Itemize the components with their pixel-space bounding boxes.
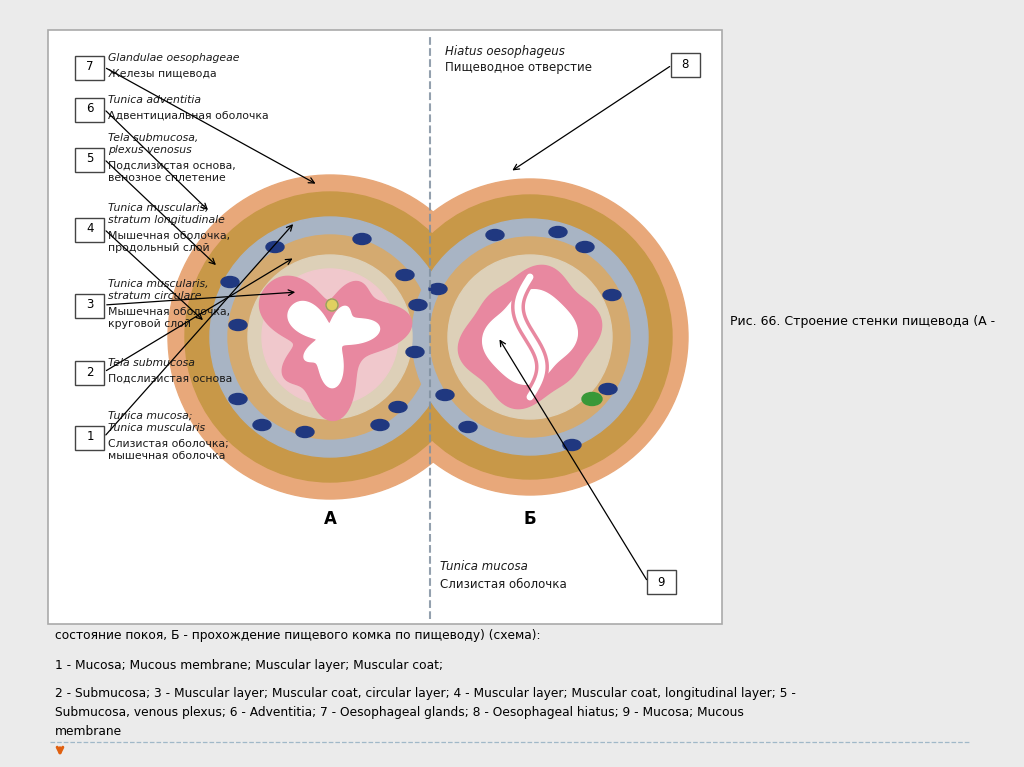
Polygon shape bbox=[459, 265, 602, 409]
FancyBboxPatch shape bbox=[75, 426, 103, 449]
Text: Подслизистая основа,
венозное сплетение: Подслизистая основа, венозное сплетение bbox=[108, 161, 236, 183]
FancyBboxPatch shape bbox=[671, 52, 699, 77]
Circle shape bbox=[185, 192, 475, 482]
Circle shape bbox=[430, 237, 630, 437]
FancyBboxPatch shape bbox=[75, 360, 103, 384]
Text: 1 - Mucosa; Mucous membrane; Muscular layer; Muscular coat;: 1 - Mucosa; Mucous membrane; Muscular la… bbox=[55, 659, 443, 672]
Circle shape bbox=[262, 269, 398, 405]
FancyBboxPatch shape bbox=[75, 97, 103, 121]
Ellipse shape bbox=[599, 384, 617, 394]
Circle shape bbox=[228, 235, 432, 439]
Text: Glandulae oesophageae: Glandulae oesophageae bbox=[108, 53, 240, 63]
Text: Tela submucosa: Tela submucosa bbox=[108, 358, 195, 368]
Ellipse shape bbox=[389, 401, 407, 413]
Text: 2: 2 bbox=[86, 366, 94, 378]
Circle shape bbox=[168, 175, 492, 499]
FancyBboxPatch shape bbox=[48, 30, 722, 624]
Text: Адвентициальная оболочка: Адвентициальная оболочка bbox=[108, 111, 268, 121]
Ellipse shape bbox=[429, 284, 447, 295]
FancyBboxPatch shape bbox=[75, 218, 103, 242]
Circle shape bbox=[210, 217, 450, 457]
Ellipse shape bbox=[371, 420, 389, 430]
Ellipse shape bbox=[229, 320, 247, 331]
Ellipse shape bbox=[549, 226, 567, 238]
Ellipse shape bbox=[409, 299, 427, 311]
Ellipse shape bbox=[221, 276, 239, 288]
Ellipse shape bbox=[563, 439, 581, 450]
Ellipse shape bbox=[266, 242, 284, 252]
Text: 4: 4 bbox=[86, 222, 94, 235]
Ellipse shape bbox=[603, 289, 621, 301]
Circle shape bbox=[372, 179, 688, 495]
FancyBboxPatch shape bbox=[75, 294, 103, 318]
Text: 8: 8 bbox=[681, 58, 689, 71]
Text: 2 - Submucosa; 3 - Muscular layer; Muscular coat, circular layer; 4 - Muscular l: 2 - Submucosa; 3 - Muscular layer; Muscu… bbox=[55, 687, 796, 738]
Polygon shape bbox=[482, 290, 578, 384]
Text: Мышечная оболочка,
продольный слой: Мышечная оболочка, продольный слой bbox=[108, 231, 230, 253]
Ellipse shape bbox=[229, 393, 247, 404]
Polygon shape bbox=[288, 301, 380, 387]
Text: Подслизистая основа: Подслизистая основа bbox=[108, 374, 232, 384]
Text: Слизистая оболочка;
мышечная оболочка: Слизистая оболочка; мышечная оболочка bbox=[108, 439, 228, 461]
Text: Tela submucosa,
plexus venosus: Tela submucosa, plexus venosus bbox=[108, 133, 199, 155]
FancyBboxPatch shape bbox=[75, 147, 103, 172]
Ellipse shape bbox=[459, 422, 477, 433]
Text: состояние покоя, Б - прохождение пищевого комка по пищеводу) (схема):: состояние покоя, Б - прохождение пищевог… bbox=[55, 629, 541, 642]
Text: Пищеводное отверстие: Пищеводное отверстие bbox=[445, 61, 592, 74]
Circle shape bbox=[326, 299, 338, 311]
Ellipse shape bbox=[486, 229, 504, 241]
Ellipse shape bbox=[396, 269, 414, 281]
Text: Hiatus oesophageus: Hiatus oesophageus bbox=[445, 45, 565, 58]
FancyBboxPatch shape bbox=[75, 55, 103, 80]
Ellipse shape bbox=[406, 347, 424, 357]
Text: 7: 7 bbox=[86, 61, 94, 74]
Ellipse shape bbox=[353, 233, 371, 245]
Circle shape bbox=[388, 195, 672, 479]
Text: Tunica mucosa: Tunica mucosa bbox=[440, 561, 528, 574]
Text: Б: Б bbox=[523, 510, 537, 528]
Circle shape bbox=[412, 219, 648, 455]
FancyBboxPatch shape bbox=[646, 570, 676, 594]
Ellipse shape bbox=[575, 242, 594, 252]
Ellipse shape bbox=[582, 393, 602, 406]
Text: Tunica adventitia: Tunica adventitia bbox=[108, 95, 201, 105]
Polygon shape bbox=[259, 276, 412, 420]
Text: 5: 5 bbox=[86, 153, 93, 166]
Circle shape bbox=[449, 255, 612, 419]
Text: Железы пищевода: Железы пищевода bbox=[108, 69, 217, 79]
Text: Tunica mucosa;
Tunica muscularis: Tunica mucosa; Tunica muscularis bbox=[108, 411, 205, 433]
Text: А: А bbox=[324, 510, 337, 528]
Text: Слизистая оболочка: Слизистая оболочка bbox=[440, 578, 566, 591]
Ellipse shape bbox=[296, 426, 314, 437]
Text: 6: 6 bbox=[86, 103, 94, 116]
Text: 1: 1 bbox=[86, 430, 94, 443]
Ellipse shape bbox=[436, 390, 454, 400]
Text: Tunica muscularis,
stratum longitudinale: Tunica muscularis, stratum longitudinale bbox=[108, 203, 225, 225]
Text: Tunica muscularis,
stratum circulare: Tunica muscularis, stratum circulare bbox=[108, 279, 209, 301]
Ellipse shape bbox=[253, 420, 271, 430]
Circle shape bbox=[248, 255, 412, 419]
Text: 3: 3 bbox=[86, 298, 93, 311]
Text: 9: 9 bbox=[657, 575, 665, 588]
Text: Мышечная оболочка,
круговой слой: Мышечная оболочка, круговой слой bbox=[108, 307, 230, 329]
Text: Рис. 66. Строение стенки пищевода (А -: Рис. 66. Строение стенки пищевода (А - bbox=[730, 315, 995, 328]
